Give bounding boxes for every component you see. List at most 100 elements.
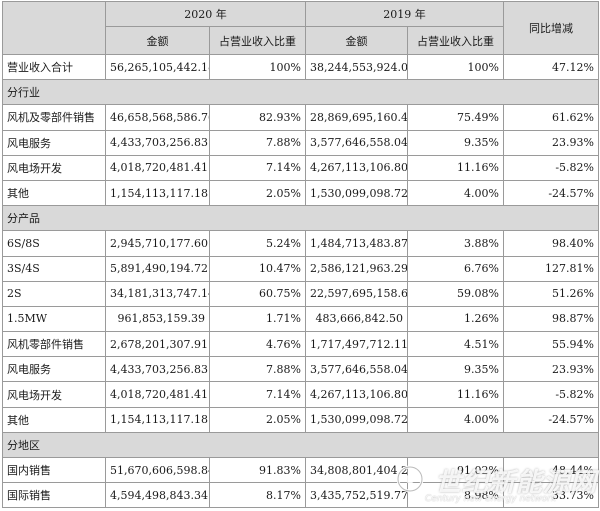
ratio-2019: 6.76% — [407, 255, 504, 282]
year-2019-header: 2019 年 — [305, 1, 504, 27]
amount-2019: 1,484,713,483.87 — [305, 230, 408, 257]
ratio-2019: 75.49% — [407, 104, 504, 131]
amount-2020: 4,433,703,256.83 — [105, 356, 210, 383]
ratio-2020: 8.17% — [209, 482, 306, 509]
section-industry: 分行业 — [2, 79, 599, 106]
row-label: 风机及零部件销售 — [2, 104, 106, 131]
amount-2020: 34,181,313,747.14 — [105, 280, 210, 307]
section-label: 分地区 — [2, 431, 599, 459]
row-label: 1.5MW — [2, 305, 106, 333]
row-label: 风电服务 — [2, 356, 106, 383]
ratio-2020: 7.14% — [209, 381, 306, 408]
amount-2019-header: 金额 — [305, 26, 408, 55]
row-label: 营业收入合计 — [2, 53, 106, 81]
yoy-change: 98.40% — [503, 230, 599, 257]
yoy-change: 55.94% — [503, 331, 599, 358]
amount-2020: 4,433,703,256.83 — [105, 129, 210, 156]
ratio-2020: 100% — [209, 53, 306, 81]
table-row: 风电场开发 4,018,720,481.41 7.14% 4,267,113,106.… — [2, 154, 599, 181]
ratio-2020: 10.47% — [209, 255, 306, 282]
row-label: 风机零部件销售 — [2, 331, 106, 358]
row-label: 其他 — [2, 406, 106, 433]
amount-2019: 1,530,099,098.72 — [305, 179, 408, 207]
row-label: 6S/8S — [2, 230, 106, 257]
table-row: 2S 34,181,313,747.14 60.75% 22,597,695,158.… — [2, 280, 599, 307]
amount-2020: 2,945,710,177.60 — [105, 230, 210, 257]
ratio-2019: 4.00% — [407, 406, 504, 433]
ratio-2020: 82.93% — [209, 104, 306, 131]
ratio-2019: 11.16% — [407, 381, 504, 408]
table-row: 风机零部件销售 2,678,201,307.91 4.76% 1,717,497,71… — [2, 331, 599, 358]
ratio-2020: 1.71% — [209, 305, 306, 333]
row-label: 2S — [2, 280, 106, 307]
amount-2019: 1,530,099,098.72 — [305, 406, 408, 433]
amount-2019: 483,666,842.50 — [305, 305, 408, 333]
table-row: 6S/8S 2,945,710,177.60 5.24% 1,484,713,483.… — [2, 230, 599, 257]
yoy-change: 48.44% — [503, 456, 599, 484]
ratio-2019: 91.02% — [407, 456, 504, 484]
row-label: 3S/4S — [2, 255, 106, 282]
row-label: 其他 — [2, 179, 106, 207]
amount-2019: 2,586,121,963.29 — [305, 255, 408, 282]
row-label: 风电服务 — [2, 129, 106, 156]
amount-2020: 46,658,568,586.76 — [105, 104, 210, 131]
table-row: 国际销售 4,594,498,843.34 8.17% 3,435,752,519.7… — [2, 482, 599, 509]
ratio-2019: 11.16% — [407, 154, 504, 181]
amount-2019: 3,577,646,558.04 — [305, 356, 408, 383]
table-row: 国内销售 51,670,606,598.84 91.83% 34,808,801,40… — [2, 456, 599, 484]
amount-2019: 34,808,801,404.24 — [305, 456, 408, 484]
row-label: 国内销售 — [2, 456, 106, 484]
yoy-change: -5.82% — [503, 381, 599, 408]
ratio-2019: 8.98% — [407, 482, 504, 509]
amount-2020: 2,678,201,307.91 — [105, 331, 210, 358]
table-row: 1.5MW 961,853,159.39 1.71% 483,666,842.50 1.… — [2, 305, 599, 333]
ratio-2019: 9.35% — [407, 129, 504, 156]
amount-2019: 4,267,113,106.80 — [305, 154, 408, 181]
amount-2019: 1,717,497,712.11 — [305, 331, 408, 358]
amount-2019: 28,869,695,160.45 — [305, 104, 408, 131]
yoy-change: 23.93% — [503, 356, 599, 383]
amount-2020: 961,853,159.39 — [105, 305, 210, 333]
ratio-2020: 7.88% — [209, 129, 306, 156]
yoy-change: 47.12% — [503, 53, 599, 81]
section-label: 分行业 — [2, 79, 599, 106]
amount-2020: 1,154,113,117.18 — [105, 406, 210, 433]
ratio-2019: 1.26% — [407, 305, 504, 333]
ratio-2019: 100% — [407, 53, 504, 81]
ratio-2020: 7.14% — [209, 154, 306, 181]
section-region: 分地区 — [2, 431, 599, 459]
ratio-2020: 91.83% — [209, 456, 306, 484]
ratio-2019-header: 占营业收入比重 — [407, 26, 504, 55]
amount-2020: 5,891,490,194.72 — [105, 255, 210, 282]
row-label: 风电场开发 — [2, 154, 106, 181]
yoy-header: 同比增减 — [503, 1, 599, 55]
amount-2020: 4,594,498,843.34 — [105, 482, 210, 509]
row-label: 风电场开发 — [2, 381, 106, 408]
table-row: 风电场开发 4,018,720,481.41 7.14% 4,267,113,106.… — [2, 381, 599, 408]
yoy-change: 33.73% — [503, 482, 599, 509]
yoy-change: -24.57% — [503, 179, 599, 207]
amount-2020: 4,018,720,481.41 — [105, 154, 210, 181]
amount-2019: 22,597,695,158.68 — [305, 280, 408, 307]
yoy-change: 51.26% — [503, 280, 599, 307]
yoy-change: -5.82% — [503, 154, 599, 181]
row-label: 国际销售 — [2, 482, 106, 509]
total-row: 营业收入合计 56,265,105,442.18 100% 38,244,553… — [2, 53, 599, 81]
ratio-2019: 9.35% — [407, 356, 504, 383]
year-2020-header: 2020 年 — [105, 1, 306, 27]
yoy-change: 127.81% — [503, 255, 599, 282]
table-row: 其他 1,154,113,117.18 2.05% 1,530,099,098.72 4… — [2, 406, 599, 433]
amount-2020: 51,670,606,598.84 — [105, 456, 210, 484]
amount-2020: 1,154,113,117.18 — [105, 179, 210, 207]
ratio-2020: 2.05% — [209, 179, 306, 207]
ratio-2020: 2.05% — [209, 406, 306, 433]
amount-2019: 3,435,752,519.77 — [305, 482, 408, 509]
yoy-change: 98.87% — [503, 305, 599, 333]
ratio-2020-header: 占营业收入比重 — [209, 26, 306, 55]
ratio-2019: 59.08% — [407, 280, 504, 307]
table-row: 风电服务 4,433,703,256.83 7.88% 3,577,646,558.0… — [2, 129, 599, 156]
amount-2019: 4,267,113,106.80 — [305, 381, 408, 408]
ratio-2020: 4.76% — [209, 331, 306, 358]
table-row: 3S/4S 5,891,490,194.72 10.47% 2,586,121,963… — [2, 255, 599, 282]
table-row: 其他 1,154,113,117.18 2.05% 1,530,099,098.72 4… — [2, 179, 599, 207]
